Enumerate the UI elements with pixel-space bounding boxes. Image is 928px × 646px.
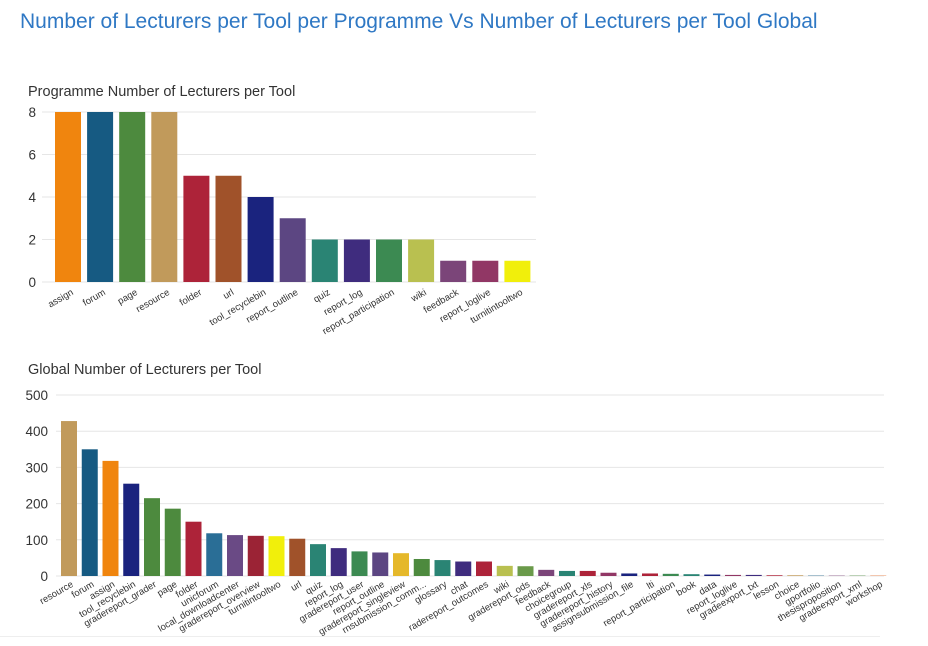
page-title: Number of Lecturers per Tool per Program… [20,10,818,33]
y-tick-label: 500 [25,388,48,403]
bar[interactable] [538,569,555,576]
bar[interactable] [434,560,451,576]
bar[interactable] [102,460,119,576]
y-tick-label: 100 [25,533,48,548]
bar[interactable] [476,561,492,576]
x-tick-label: resource [134,287,172,315]
bar[interactable] [766,575,783,576]
bar[interactable] [310,544,326,576]
bar[interactable] [123,483,140,576]
bar[interactable] [144,498,160,576]
bar[interactable] [504,260,531,282]
bar[interactable] [183,175,210,282]
y-tick-label: 0 [40,569,48,584]
bar[interactable] [61,421,77,576]
bar[interactable] [621,573,638,576]
bar[interactable] [55,112,81,282]
bar[interactable] [351,551,368,576]
bar[interactable] [559,570,575,576]
x-tick-label: lti [645,579,656,592]
y-tick-label: 2 [28,233,36,248]
bar[interactable] [455,561,472,576]
bar[interactable] [704,574,721,576]
bar[interactable] [683,574,700,576]
bottom-divider [0,636,880,637]
bar[interactable] [579,570,596,576]
bar[interactable] [372,552,389,576]
bar[interactable] [472,260,499,282]
bar[interactable] [376,239,402,283]
x-tick-label: url [289,579,304,594]
bar[interactable] [330,548,347,576]
y-tick-label: 4 [28,190,36,205]
x-tick-label: folder [178,287,204,308]
x-tick-label: book [675,579,699,599]
bar[interactable] [517,566,534,576]
bar[interactable] [87,112,114,282]
bar[interactable] [393,553,409,576]
bar[interactable] [119,112,146,282]
global-lecturers-bar-chart: 0100200300400500resourceforumassigntool_… [25,388,887,638]
bar[interactable] [289,538,306,576]
y-tick-label: 200 [25,497,48,512]
x-tick-label: wiki [409,287,429,305]
bar[interactable] [151,112,178,282]
bar[interactable] [413,558,430,576]
bar[interactable] [787,575,804,576]
bar[interactable] [206,533,223,576]
bar[interactable] [311,239,338,283]
x-tick-label: quiz [312,287,333,305]
y-tick-label: 300 [25,460,48,475]
global-chart-title: Global Number of Lecturers per Tool [28,362,262,378]
x-tick-label: assign [46,287,75,310]
x-tick-label: url [221,287,236,302]
bar[interactable] [440,260,467,282]
bar[interactable] [662,573,679,576]
bar[interactable] [725,574,741,576]
bar[interactable] [279,218,306,282]
bar[interactable] [496,565,513,576]
bar[interactable] [268,536,285,576]
y-tick-label: 0 [28,275,36,290]
bar[interactable] [215,175,242,282]
bar[interactable] [185,521,202,576]
bar[interactable] [745,574,762,576]
programme-chart-title: Programme Number of Lecturers per Tool [28,84,296,100]
y-tick-label: 400 [25,424,48,439]
bar[interactable] [81,449,98,576]
y-tick-label: 8 [28,105,36,120]
bar[interactable] [247,197,274,282]
bar[interactable] [227,535,243,576]
bar[interactable] [247,535,264,576]
bar[interactable] [164,508,181,576]
bar[interactable] [600,572,617,576]
bar[interactable] [642,573,658,576]
y-tick-label: 6 [28,148,36,163]
bar[interactable] [408,239,435,283]
x-tick-label: forum [81,287,108,309]
bar[interactable] [343,239,370,283]
